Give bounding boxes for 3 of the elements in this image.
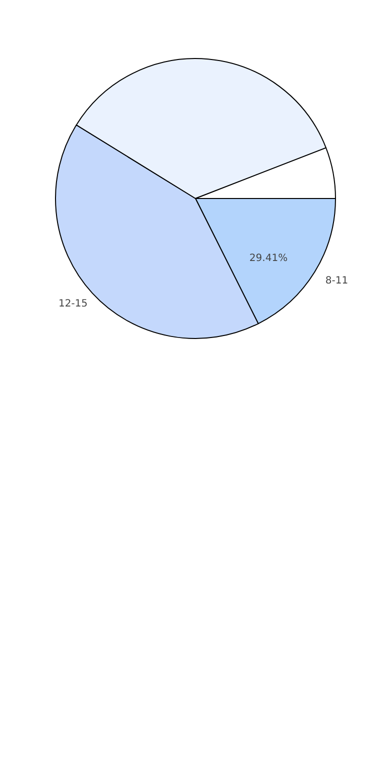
slice-label: 12-15 <box>58 298 88 310</box>
slice-label: 8-11 <box>325 275 348 286</box>
text: 29.41% <box>249 253 288 264</box>
